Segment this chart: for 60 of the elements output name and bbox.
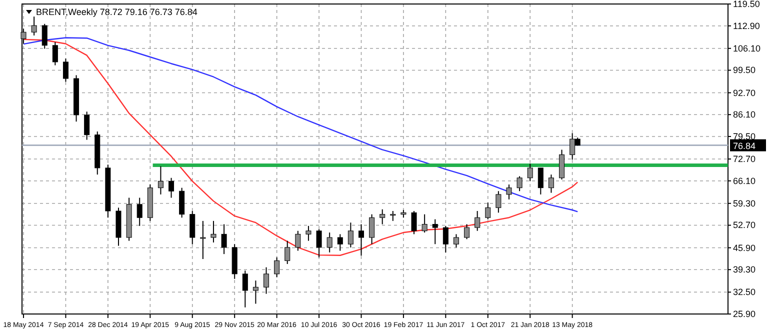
y-tick-label: 92.70 <box>733 88 756 98</box>
candlestick <box>316 228 322 258</box>
candlestick <box>200 220 206 260</box>
y-tick-label: 86.10 <box>733 110 756 120</box>
y-tick-label: 72.70 <box>733 154 756 164</box>
ref-line-label: 76.84 <box>733 140 756 151</box>
candlestick <box>474 210 480 232</box>
y-tick-label: 112.90 <box>733 20 760 31</box>
y-tick-label: 66.10 <box>733 176 756 186</box>
candlestick <box>380 208 386 225</box>
chart-title: BRENT,Weekly 78.72 79.16 76.73 76.84 <box>36 7 198 17</box>
y-tick-label: 45.90 <box>733 242 756 253</box>
candlestick <box>464 224 470 240</box>
candlestick <box>84 111 90 140</box>
candlestick <box>274 256 280 278</box>
candlestick <box>252 280 258 304</box>
candlestick <box>264 266 270 294</box>
candlestick <box>506 184 512 200</box>
candlestick <box>411 210 417 235</box>
candlestick <box>284 240 290 264</box>
candlestick <box>548 174 554 194</box>
candlestick <box>242 270 248 308</box>
candlestick <box>158 166 164 195</box>
candlestick <box>52 42 58 66</box>
candlestick <box>442 225 448 253</box>
candlestick <box>348 222 354 248</box>
candlestick <box>31 16 37 36</box>
candlestick <box>326 232 332 253</box>
candlestick <box>358 224 364 256</box>
candlestick <box>179 187 185 218</box>
y-tick-label: 79.50 <box>733 131 756 142</box>
candlestick <box>306 225 312 242</box>
candlestick <box>538 167 544 195</box>
y-tick-label: 99.50 <box>733 65 756 76</box>
candlestick <box>485 202 491 220</box>
candlestick <box>337 234 343 252</box>
candlestick <box>432 218 438 245</box>
candlestick <box>559 149 565 180</box>
candlestick <box>221 224 227 255</box>
candlestick <box>136 197 142 226</box>
candlestick <box>496 190 502 214</box>
y-tick-label: 52.70 <box>733 220 756 230</box>
candlestick <box>369 214 375 245</box>
candlestick <box>453 234 459 248</box>
candlestick <box>168 177 174 198</box>
candlestick <box>295 230 301 252</box>
y-tick-label: 25.90 <box>733 309 756 319</box>
candlestick <box>42 23 48 50</box>
candlestick <box>527 163 533 182</box>
y-tick-label: 106.10 <box>733 43 761 54</box>
candlestick <box>62 58 68 82</box>
candlestick <box>210 220 216 243</box>
candlestick <box>422 214 428 234</box>
y-tick-label: 39.30 <box>733 264 756 275</box>
candlestick <box>390 210 396 222</box>
candlestick <box>516 176 522 192</box>
candlestick <box>190 210 196 245</box>
y-tick-label: 119.50 <box>733 0 760 9</box>
y-tick-label: 32.50 <box>733 287 756 298</box>
y-tick-label: 59.30 <box>733 198 756 208</box>
